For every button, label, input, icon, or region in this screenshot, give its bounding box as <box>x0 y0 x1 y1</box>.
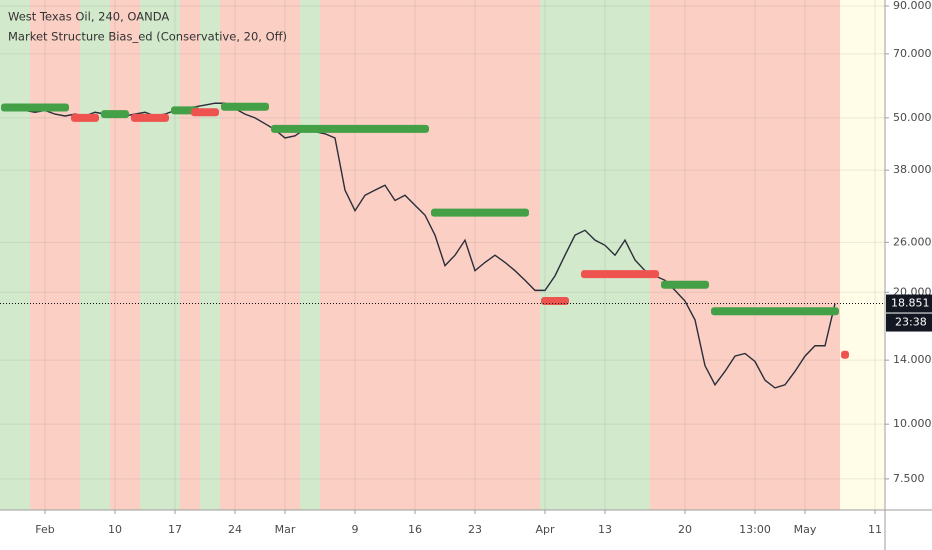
x-tick-label: 11 <box>868 523 882 536</box>
bias-segment <box>431 208 529 217</box>
bias-band <box>540 0 650 510</box>
bias-band <box>140 0 180 510</box>
bias-segment <box>191 108 219 117</box>
last-price-box <box>886 294 932 313</box>
bias-segment <box>71 113 99 122</box>
y-tick-label: 90.000 <box>893 0 932 12</box>
bias-segment <box>131 113 169 122</box>
y-tick-label: 14.000 <box>893 353 932 366</box>
bias-segment <box>661 280 709 289</box>
y-tick-label: 10.000 <box>893 417 932 430</box>
price-line <box>4 102 836 389</box>
y-tick-label: 38.000 <box>893 163 932 176</box>
y-tick-label: 50.000 <box>893 111 932 124</box>
x-tick-label: 13 <box>598 523 612 536</box>
bias-band <box>300 0 320 510</box>
chart-title: West Texas Oil, 240, OANDA <box>8 10 169 24</box>
bias-band <box>220 0 300 510</box>
bias-band <box>320 0 540 510</box>
y-tick-label: 26.000 <box>893 235 932 248</box>
x-tick-label: Mar <box>275 523 296 536</box>
bias-band <box>180 0 200 510</box>
x-tick-label: May <box>794 523 817 536</box>
countdown-label: 23:38 <box>895 316 927 329</box>
x-tick-label: 13:00 <box>739 523 771 536</box>
bias-band <box>110 0 140 510</box>
x-tick-label: Feb <box>35 523 54 536</box>
x-tick-label: 10 <box>108 523 122 536</box>
last-price-label: 18.851 <box>891 297 930 310</box>
bias-band <box>650 0 840 510</box>
x-tick-label: Apr <box>535 523 555 536</box>
countdown-box <box>886 313 932 332</box>
bias-segment <box>711 307 839 316</box>
bias-segment <box>581 270 659 279</box>
bias-band <box>30 0 80 510</box>
x-tick-label: 20 <box>678 523 692 536</box>
y-tick-label: 70.000 <box>893 47 932 60</box>
bias-segment <box>841 350 849 359</box>
x-tick-label: 24 <box>228 523 242 536</box>
x-tick-label: 17 <box>168 523 182 536</box>
y-tick-label: 7.500 <box>893 472 925 485</box>
bias-band <box>80 0 110 510</box>
bias-segment <box>271 124 429 133</box>
x-tick-label: 16 <box>408 523 422 536</box>
x-tick-label: 23 <box>468 523 482 536</box>
x-tick-label: 9 <box>352 523 359 536</box>
bias-band <box>0 0 30 510</box>
bias-segment <box>1 103 69 112</box>
bias-segment <box>221 102 269 111</box>
indicator-title: Market Structure Bias_ed (Conservative, … <box>8 30 287 44</box>
bias-segment <box>101 110 129 119</box>
bias-band <box>200 0 220 510</box>
